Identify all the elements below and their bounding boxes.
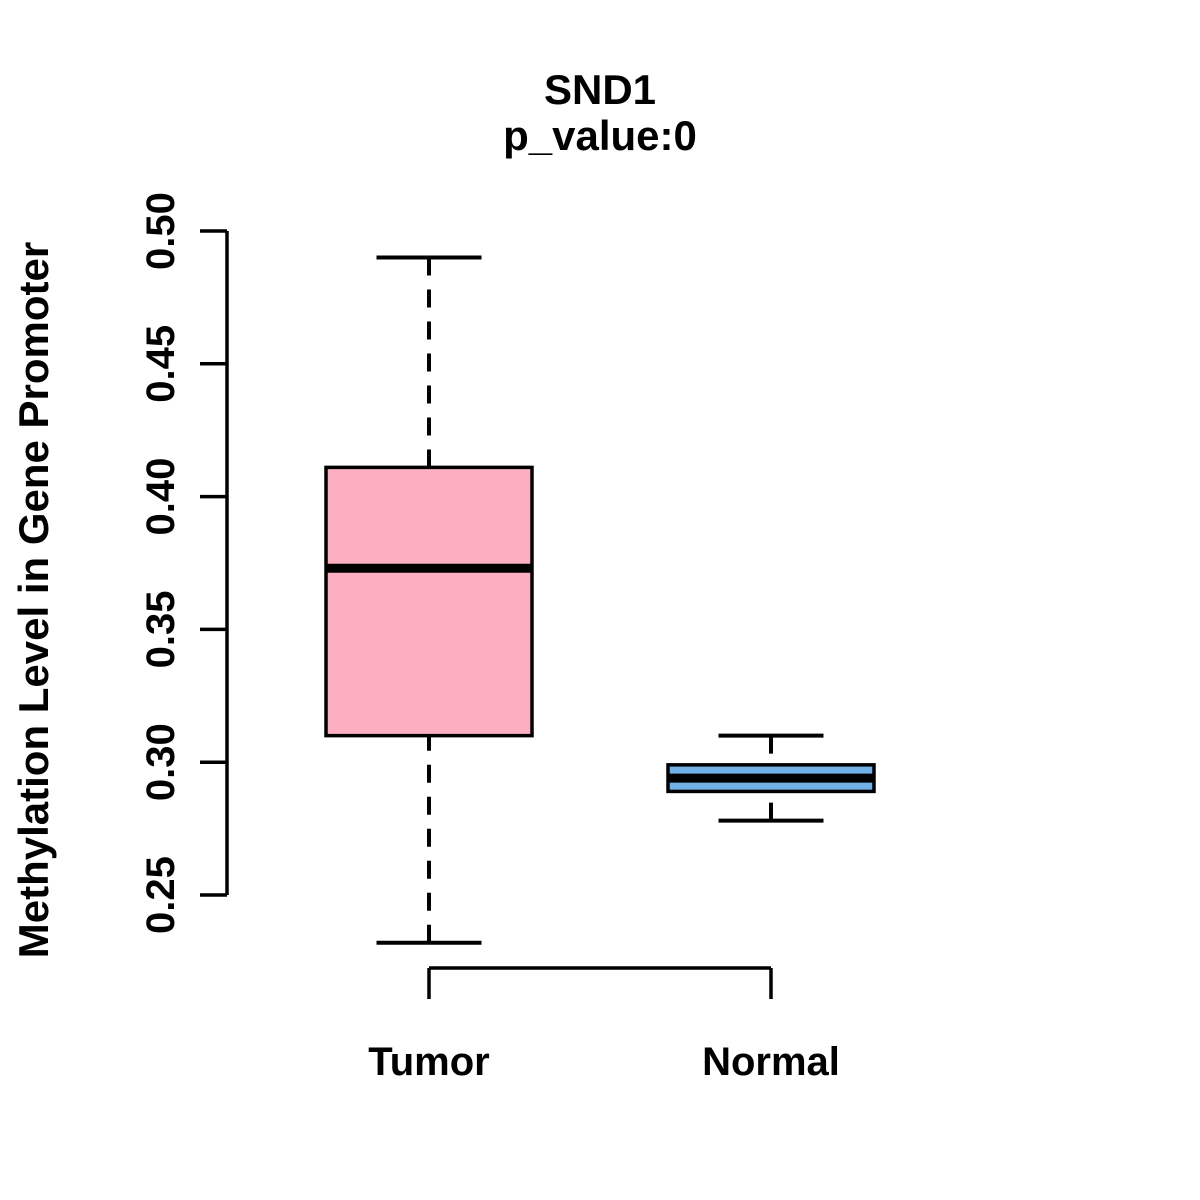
tumor-box (324, 465, 534, 738)
chart-title: SND1 (543, 66, 657, 113)
y-tick-label: 0.40 (139, 458, 183, 536)
x-category-label-tumor: Tumor (368, 1040, 489, 1084)
y-tick-label: 0.50 (139, 192, 183, 270)
y-tick-label: 0.25 (139, 856, 183, 934)
chart-subtitle: p_value:0 (503, 112, 697, 159)
y-tick-label: 0.35 (139, 590, 183, 668)
y-tick-label: 0.30 (139, 723, 183, 801)
y-tick-label: 0.45 (139, 325, 183, 403)
x-category-label-normal: Normal (702, 1040, 840, 1084)
